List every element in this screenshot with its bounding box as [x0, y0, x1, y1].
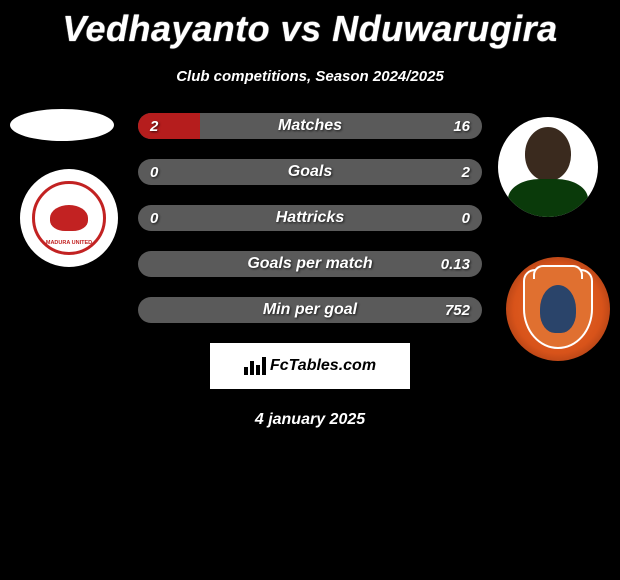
stat-label: Hattricks [138, 209, 482, 227]
stat-label: Goals per match [138, 255, 482, 273]
left-player-avatar [10, 109, 114, 141]
stat-value-right: 0 [462, 210, 470, 227]
stat-value-right: 0.13 [441, 256, 470, 273]
bar-chart-icon [244, 357, 266, 375]
stat-row: 0Goals2 [138, 159, 482, 185]
stat-row: Min per goal752 [138, 297, 482, 323]
infographic-date: 4 january 2025 [0, 411, 620, 429]
stat-label: Goals [138, 163, 482, 181]
dolphin-icon [540, 285, 576, 333]
right-club-badge [506, 257, 610, 361]
stat-row: 2Matches16 [138, 113, 482, 139]
fctables-logo: FcTables.com [210, 343, 410, 389]
stat-rows: 2Matches160Goals20Hattricks0Goals per ma… [138, 113, 482, 323]
left-club-name: MADURA UNITED [46, 240, 92, 246]
page-title: Vedhayanto vs Nduwarugira [0, 0, 620, 50]
stat-value-right: 2 [462, 164, 470, 181]
comparison-panel: MADURA UNITED 2Matches160Goals20Hattrick… [0, 113, 620, 323]
subtitle: Club competitions, Season 2024/2025 [0, 68, 620, 85]
stat-label: Min per goal [138, 301, 482, 319]
stat-label: Matches [138, 117, 482, 135]
left-club-badge: MADURA UNITED [20, 169, 118, 267]
stat-row: Goals per match0.13 [138, 251, 482, 277]
stat-value-right: 752 [445, 302, 470, 319]
stat-value-right: 16 [453, 118, 470, 135]
stat-row: 0Hattricks0 [138, 205, 482, 231]
bull-icon [50, 205, 88, 231]
logo-text: FcTables.com [270, 357, 376, 375]
right-player-avatar [498, 117, 598, 217]
